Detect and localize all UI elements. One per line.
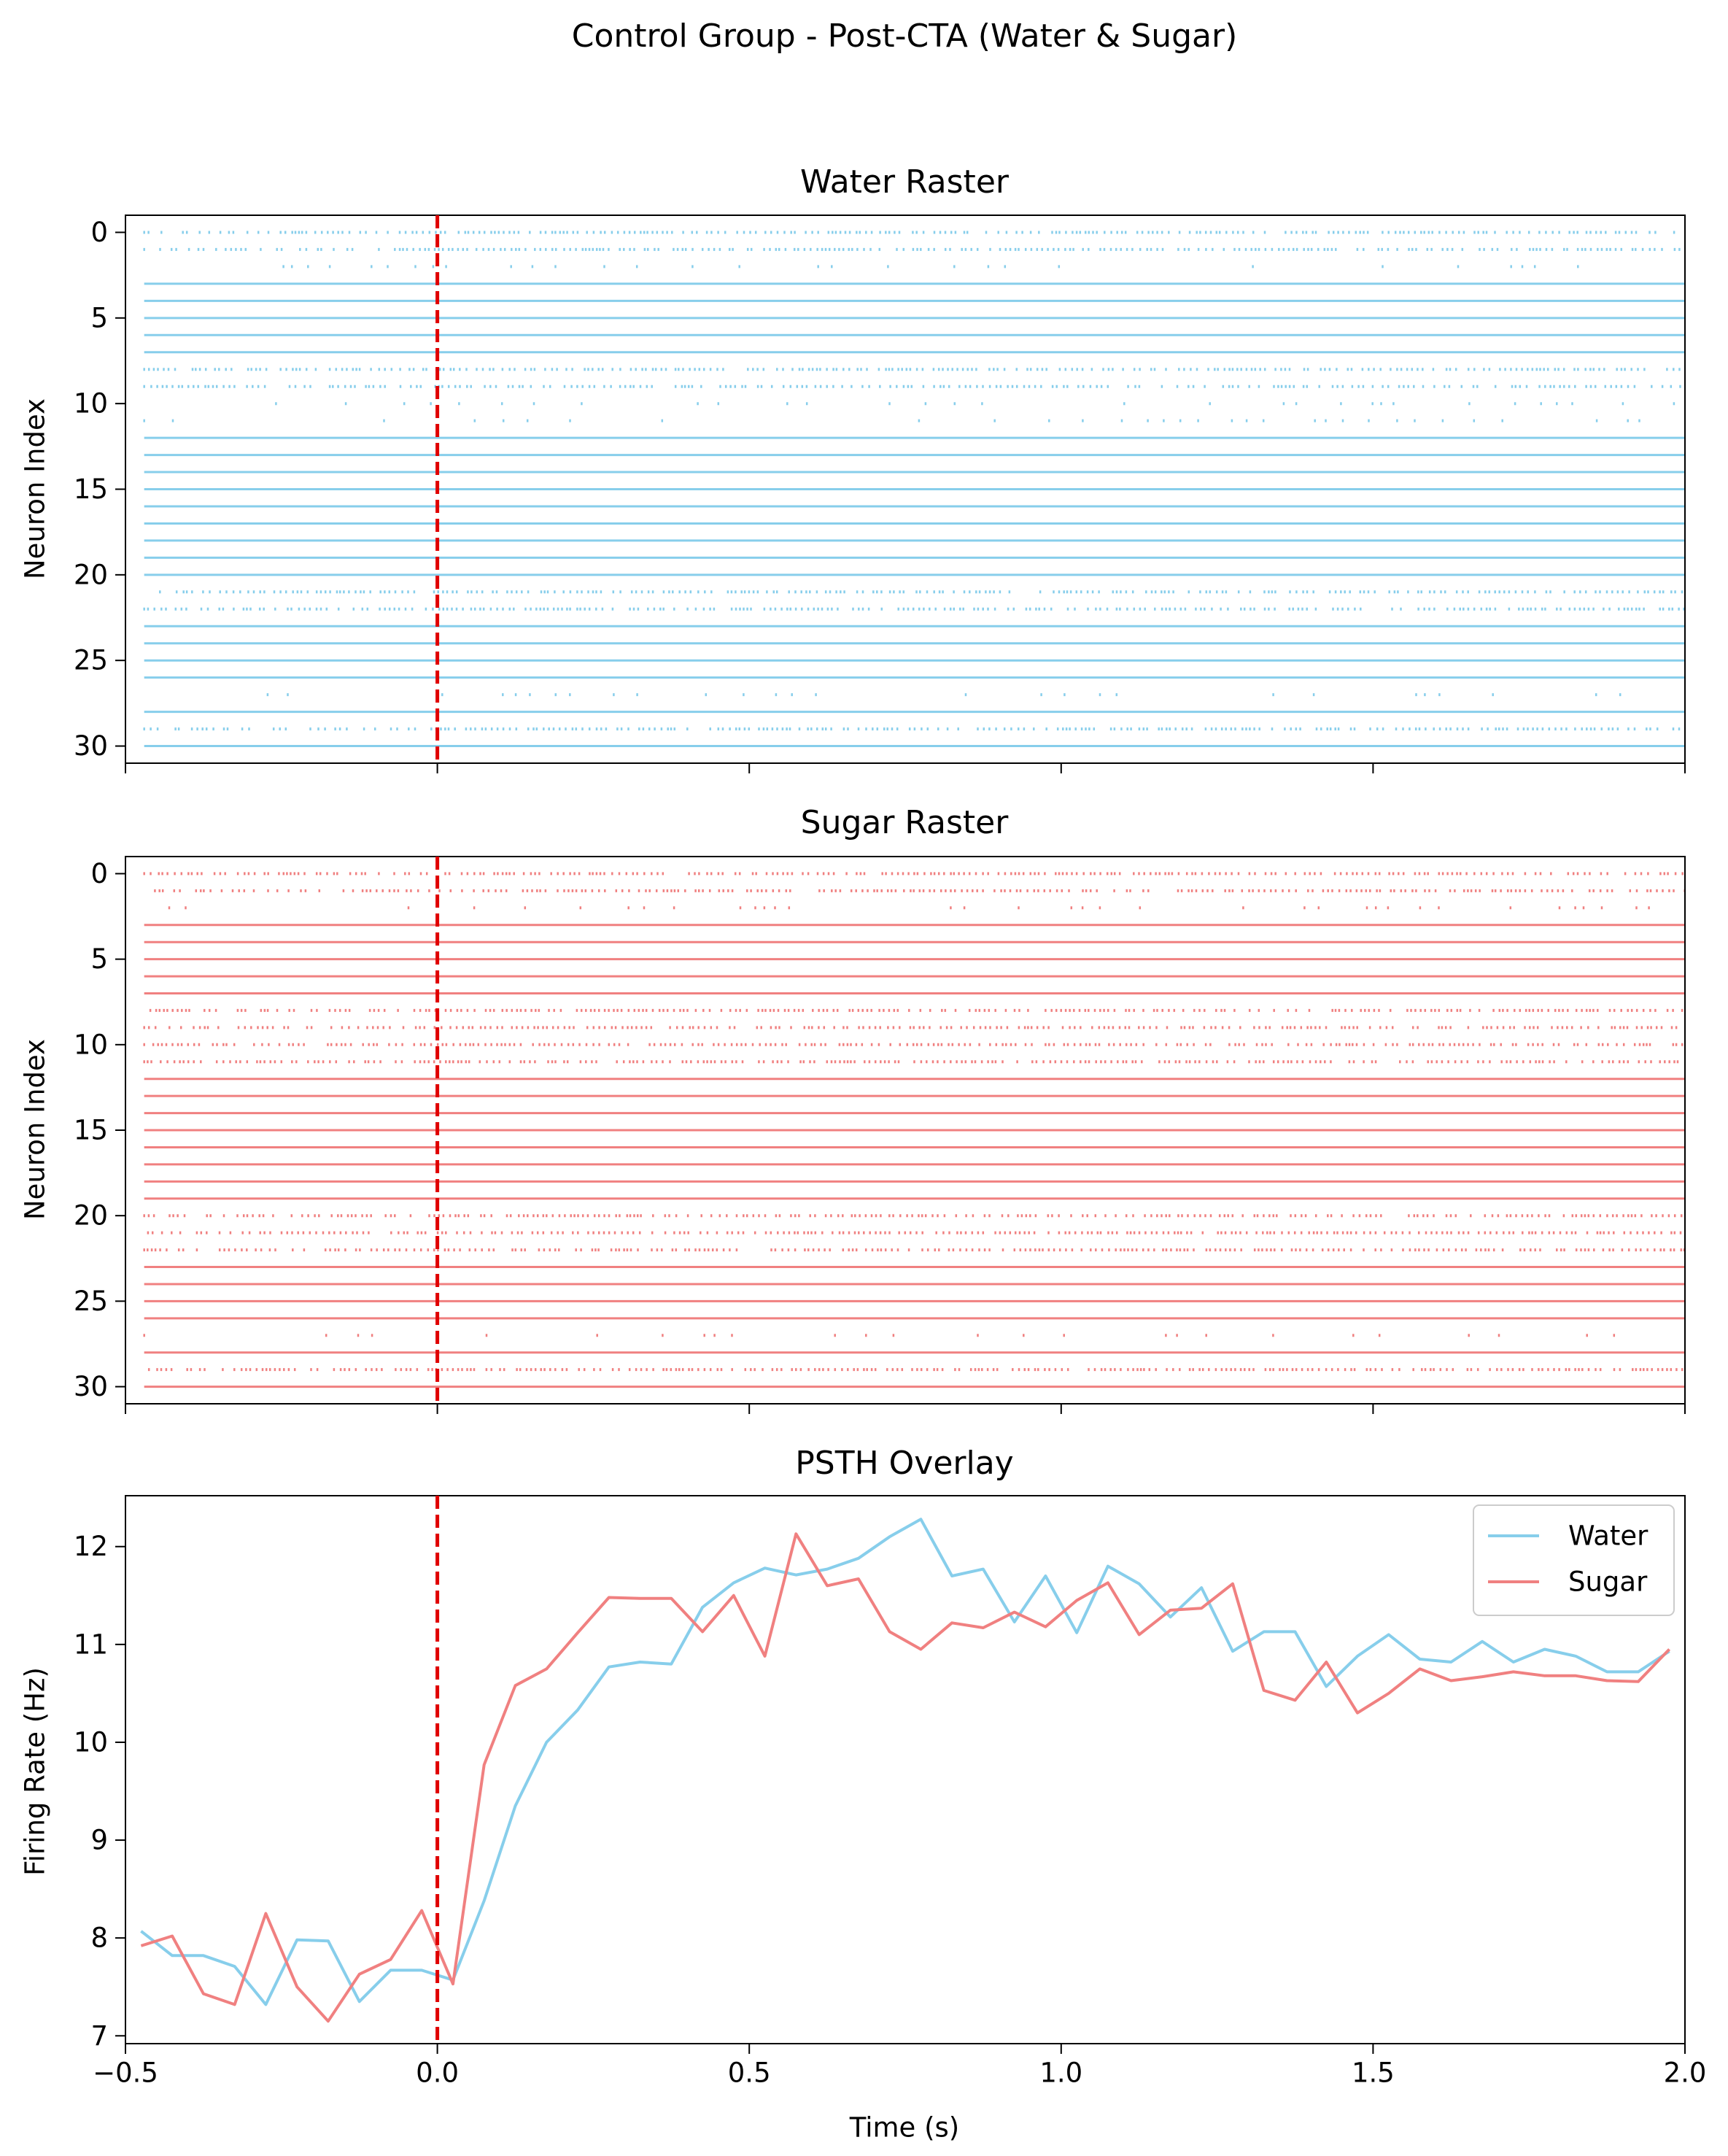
x-tick-label: 0.0: [416, 2058, 459, 2089]
y-tick-label: 15: [74, 1115, 108, 1146]
x-tick-label: 1.5: [1352, 2058, 1395, 2089]
spike-train-row-22: [143, 1248, 1686, 1252]
spike-marks: [143, 1334, 1616, 1337]
spike-train-row-8: [143, 368, 1681, 371]
legend-water-label: Water: [1568, 1521, 1648, 1552]
psth-line-sugar: [140, 1532, 1671, 2023]
spike-train-row-29: [143, 727, 1681, 731]
spike-marks: [143, 419, 1640, 422]
figure-suptitle: Control Group - Post-CTA (Water & Sugar): [572, 18, 1238, 55]
spike-marks: [147, 1231, 1682, 1235]
axes-frame: [125, 1495, 1686, 2044]
x-tick-label: 2.0: [1664, 2058, 1707, 2089]
spike-train-row-0: [143, 231, 1675, 234]
spike-train-row-22: [143, 607, 1685, 611]
psth-line-water: [140, 1518, 1670, 2006]
y-tick-label: 15: [74, 474, 108, 505]
spike-train-row-1: [154, 889, 1686, 892]
y-tick-label: 0: [90, 858, 108, 889]
spike-train-row-27: [266, 693, 1622, 697]
spike-marks: [168, 906, 1650, 910]
spike-train-row-21: [159, 590, 1684, 594]
spike-train-row-11: [143, 1060, 1679, 1064]
psth-panel: PSTH Overlay Firing Rate (Hz) Time (s) −…: [20, 1445, 1707, 2144]
x-tick-label: −0.5: [93, 2058, 158, 2089]
spike-train-row-10: [143, 1043, 1684, 1046]
sugar-raster-ylabel: Neuron Index: [20, 1039, 51, 1220]
sugar-raster-panel: Sugar Raster Neuron Index 0 5 10 15 20 25 30: [20, 804, 1686, 1414]
y-tick-label: 9: [90, 1825, 108, 1856]
spike-marks: [143, 385, 1681, 388]
spike-marks: [143, 607, 1685, 611]
sugar-raster-marks: [143, 872, 1686, 1388]
spike-train-row-20: [143, 1214, 1683, 1218]
y-tick-label: 11: [74, 1628, 108, 1660]
y-tick-label: 5: [90, 302, 108, 333]
spike-marks: [143, 727, 1681, 731]
spike-marks: [147, 1368, 1684, 1372]
psth-xlabel: Time (s): [849, 2112, 959, 2144]
legend-sugar-label: Sugar: [1568, 1566, 1648, 1598]
spike-marks: [143, 231, 1675, 234]
y-tick-label: 25: [74, 645, 108, 676]
spike-train-row-2: [168, 906, 1650, 910]
y-tick-label: 0: [90, 217, 108, 248]
spike-marks: [143, 247, 1681, 251]
sugar-raster-title: Sugar Raster: [801, 804, 1010, 841]
y-tick-label: 20: [74, 559, 108, 590]
spike-train-row-0: [143, 872, 1684, 876]
psth-ylabel: Firing Rate (Hz): [20, 1667, 51, 1876]
spike-train-row-10: [275, 402, 1675, 406]
water-raster-title: Water Raster: [800, 163, 1010, 201]
spike-marks: [143, 1214, 1683, 1218]
spike-marks: [282, 265, 1579, 268]
y-tick-label: 30: [74, 1371, 108, 1402]
spike-marks: [143, 1043, 1684, 1046]
spike-train-row-9: [143, 1026, 1678, 1029]
y-tick-label: 20: [74, 1200, 108, 1232]
x-tick-label: 1.0: [1039, 2058, 1082, 2089]
spike-train-row-2: [282, 265, 1579, 268]
sugar-raster-axes: 0 5 10 15 20 25 30: [74, 856, 1686, 1414]
water-raster-ylabel: Neuron Index: [20, 398, 51, 579]
x-tick-label: 0.5: [728, 2058, 771, 2089]
psth-axes: −0.5 0.0 0.5 1.0 1.5 2.0 7 8 9 10 11 12: [74, 1495, 1707, 2089]
spike-train-row-8: [149, 1008, 1684, 1012]
y-tick-label: 12: [74, 1531, 108, 1562]
water-raster-axes: 0 5 10 15 20 25 30: [74, 215, 1686, 773]
y-tick-label: 5: [90, 943, 108, 975]
spike-train-row-21: [147, 1231, 1682, 1235]
y-tick-label: 10: [74, 388, 108, 420]
spike-marks: [143, 1060, 1679, 1064]
y-tick-label: 30: [74, 730, 108, 762]
y-tick-label: 10: [74, 1726, 108, 1758]
legend-frame: [1473, 1504, 1675, 1616]
spike-marks: [159, 590, 1684, 594]
spike-marks: [149, 1008, 1684, 1012]
spike-train-row-27: [143, 1334, 1616, 1337]
spike-marks: [275, 402, 1675, 406]
y-tick-label: 7: [90, 2020, 108, 2052]
water-raster-marks: [143, 231, 1685, 748]
spike-train-row-11: [143, 419, 1640, 422]
spike-marks: [154, 889, 1686, 892]
spike-train-row-9: [143, 385, 1681, 388]
spike-marks: [143, 1026, 1678, 1029]
y-tick-label: 25: [74, 1286, 108, 1317]
spike-marks: [143, 368, 1681, 371]
psth-title: PSTH Overlay: [795, 1445, 1013, 1482]
psth-legend: Water Sugar: [1473, 1504, 1675, 1616]
spike-marks: [266, 693, 1622, 697]
psth-marks: [140, 1518, 1671, 2023]
spike-marks: [143, 872, 1684, 876]
spike-marks: [143, 1248, 1686, 1252]
y-tick-label: 10: [74, 1029, 108, 1060]
spike-train-row-29: [147, 1368, 1684, 1372]
y-tick-label: 8: [90, 1923, 108, 1954]
spike-train-row-1: [143, 247, 1681, 251]
water-raster-panel: Water Raster Neuron Index 0 5 10 15 20 25 30: [20, 163, 1686, 773]
